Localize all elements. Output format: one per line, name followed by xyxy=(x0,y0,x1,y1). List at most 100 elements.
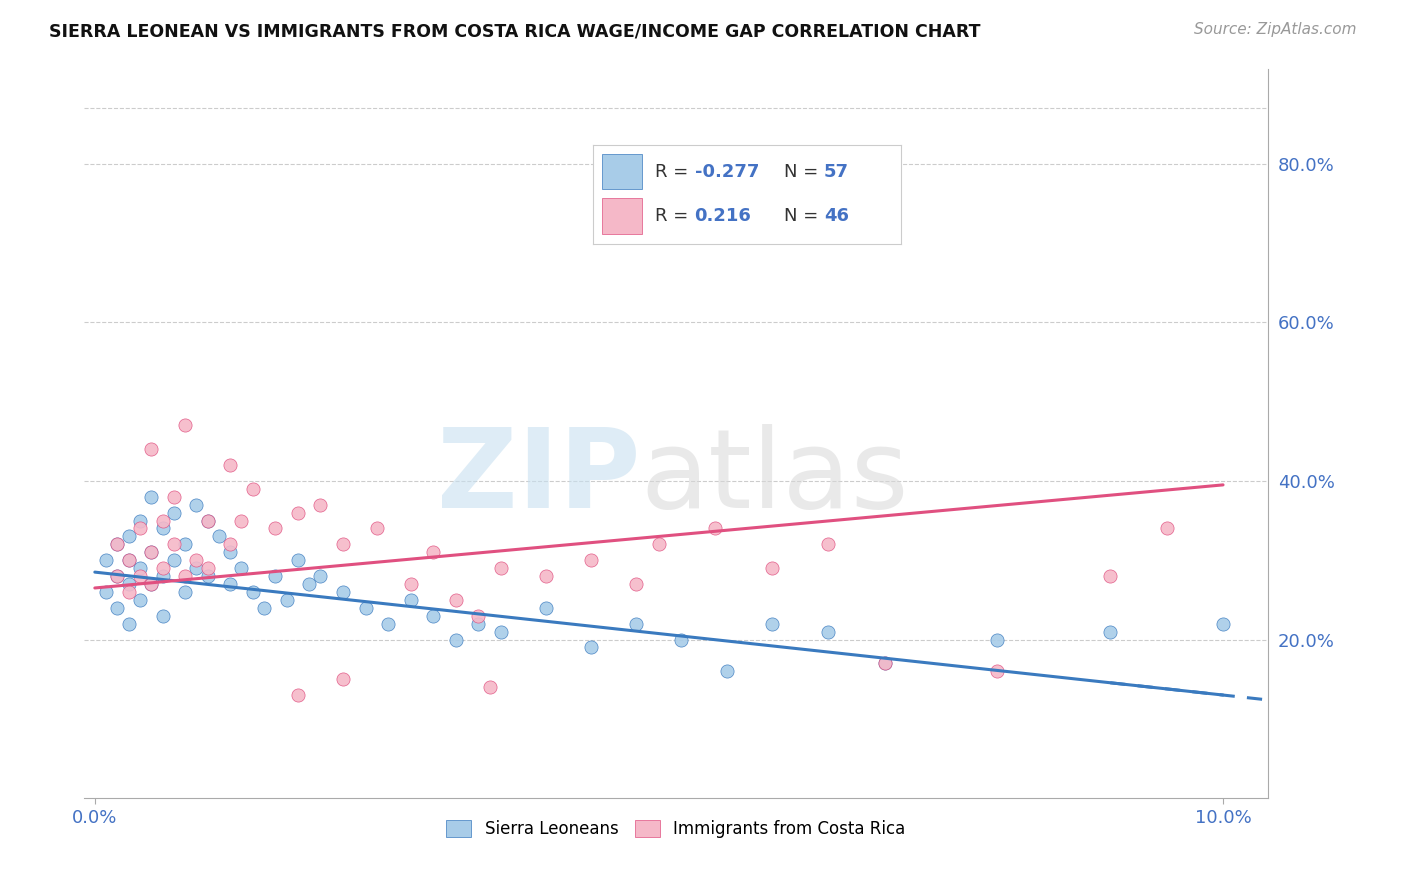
Point xyxy=(626,616,648,631)
Point xyxy=(366,521,388,535)
Point xyxy=(163,537,186,551)
Point xyxy=(242,585,264,599)
Point xyxy=(309,569,332,583)
Point xyxy=(534,600,557,615)
Point xyxy=(129,514,152,528)
Point xyxy=(276,593,298,607)
Point xyxy=(152,569,174,583)
Point xyxy=(152,608,174,623)
Point xyxy=(581,640,603,655)
Point xyxy=(399,577,422,591)
Point xyxy=(986,665,1008,679)
Point xyxy=(129,561,152,575)
Point xyxy=(129,569,152,583)
Point xyxy=(332,672,354,686)
Point xyxy=(208,529,231,543)
Point xyxy=(287,506,309,520)
Point xyxy=(174,585,197,599)
Point xyxy=(163,506,186,520)
Point xyxy=(671,632,693,647)
Point xyxy=(626,577,648,591)
Point xyxy=(219,537,242,551)
Point xyxy=(648,537,671,551)
Point xyxy=(1212,616,1234,631)
Point xyxy=(264,521,287,535)
Point xyxy=(219,545,242,559)
Point xyxy=(1324,665,1347,679)
Point xyxy=(105,569,128,583)
Point xyxy=(219,458,242,472)
Point xyxy=(467,608,489,623)
Point xyxy=(118,577,141,591)
Text: Source: ZipAtlas.com: Source: ZipAtlas.com xyxy=(1194,22,1357,37)
Legend: Sierra Leoneans, Immigrants from Costa Rica: Sierra Leoneans, Immigrants from Costa R… xyxy=(440,813,912,845)
Point xyxy=(467,616,489,631)
Point xyxy=(761,616,783,631)
Point xyxy=(761,561,783,575)
Point xyxy=(478,680,501,694)
Point xyxy=(1099,624,1122,639)
Point xyxy=(174,418,197,433)
Text: ZIP: ZIP xyxy=(437,424,640,531)
Point xyxy=(817,537,839,551)
Point xyxy=(141,545,163,559)
Point xyxy=(489,624,512,639)
Point xyxy=(298,577,321,591)
Point xyxy=(105,600,128,615)
Point xyxy=(94,585,117,599)
Point xyxy=(986,632,1008,647)
Point xyxy=(332,585,354,599)
Point xyxy=(163,553,186,567)
Point xyxy=(873,657,896,671)
Point xyxy=(354,600,377,615)
Point xyxy=(581,553,603,567)
Point xyxy=(197,569,219,583)
Point xyxy=(105,537,128,551)
Point xyxy=(377,616,399,631)
Point xyxy=(287,553,309,567)
Point xyxy=(489,561,512,575)
Point xyxy=(141,442,163,457)
Point xyxy=(105,537,128,551)
Point xyxy=(873,657,896,671)
Point xyxy=(118,616,141,631)
Point xyxy=(817,624,839,639)
Point xyxy=(287,688,309,702)
Point xyxy=(444,632,467,647)
Point xyxy=(231,514,253,528)
Point xyxy=(219,577,242,591)
Point xyxy=(399,593,422,607)
Point xyxy=(105,569,128,583)
Point xyxy=(309,498,332,512)
Point xyxy=(152,561,174,575)
Text: atlas: atlas xyxy=(640,424,908,531)
Point xyxy=(534,569,557,583)
Point xyxy=(1099,569,1122,583)
Point xyxy=(163,490,186,504)
Point xyxy=(186,561,208,575)
Point xyxy=(444,593,467,607)
Point xyxy=(197,561,219,575)
Point xyxy=(242,482,264,496)
Point xyxy=(186,553,208,567)
Text: SIERRA LEONEAN VS IMMIGRANTS FROM COSTA RICA WAGE/INCOME GAP CORRELATION CHART: SIERRA LEONEAN VS IMMIGRANTS FROM COSTA … xyxy=(49,22,981,40)
Point xyxy=(118,553,141,567)
Point xyxy=(141,545,163,559)
Point xyxy=(197,514,219,528)
Point xyxy=(231,561,253,575)
Point xyxy=(141,490,163,504)
Point xyxy=(141,577,163,591)
Point xyxy=(118,585,141,599)
Point xyxy=(174,569,197,583)
Point xyxy=(197,514,219,528)
Point xyxy=(141,577,163,591)
Point xyxy=(129,521,152,535)
Point xyxy=(186,498,208,512)
Point xyxy=(94,553,117,567)
Point xyxy=(174,537,197,551)
Point xyxy=(332,537,354,551)
Point xyxy=(1156,521,1178,535)
Point xyxy=(422,545,444,559)
Point xyxy=(253,600,276,615)
Point xyxy=(152,521,174,535)
